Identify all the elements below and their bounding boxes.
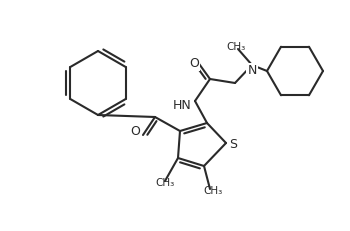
Text: CH₃: CH₃	[155, 178, 175, 188]
Text: S: S	[229, 137, 237, 151]
Text: CH₃: CH₃	[226, 42, 246, 52]
Text: HN: HN	[173, 99, 192, 112]
Text: CH₃: CH₃	[203, 186, 223, 196]
Text: O: O	[130, 125, 140, 138]
Text: N: N	[247, 64, 257, 77]
Text: O: O	[189, 57, 199, 70]
